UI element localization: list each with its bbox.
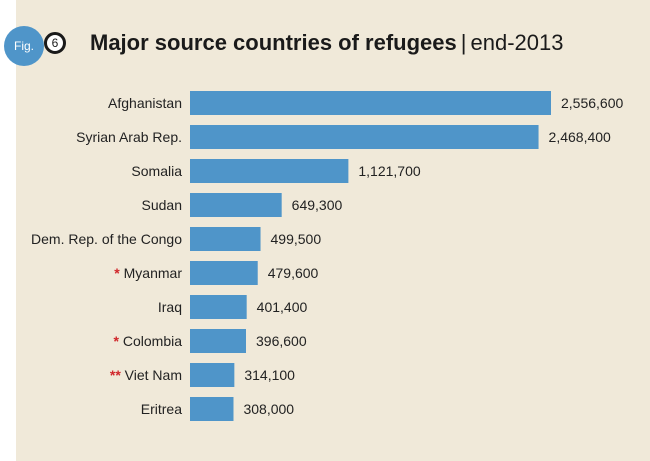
category-label: Sudan bbox=[142, 197, 182, 213]
bar bbox=[190, 227, 261, 251]
value-label: 1,121,700 bbox=[358, 163, 420, 179]
category-name: Somalia bbox=[131, 163, 182, 179]
category-label: Syrian Arab Rep. bbox=[76, 129, 182, 145]
bar bbox=[190, 295, 247, 319]
bar bbox=[190, 91, 551, 115]
category-label: Dem. Rep. of the Congo bbox=[31, 231, 182, 247]
note-marker: * bbox=[114, 333, 123, 349]
note-marker: ** bbox=[110, 367, 125, 383]
value-label: 2,468,400 bbox=[549, 129, 611, 145]
value-label: 499,500 bbox=[271, 231, 322, 247]
category-name: Afghanistan bbox=[108, 95, 182, 111]
category-label: ** Viet Nam bbox=[110, 367, 182, 383]
category-label: Iraq bbox=[158, 299, 182, 315]
value-label: 401,400 bbox=[257, 299, 308, 315]
category-name: Eritrea bbox=[141, 401, 182, 417]
category-name: Syrian Arab Rep. bbox=[76, 129, 182, 145]
bar bbox=[190, 329, 247, 353]
bar bbox=[190, 397, 234, 421]
bar bbox=[190, 363, 235, 387]
category-label: Somalia bbox=[131, 163, 182, 179]
category-name: Myanmar bbox=[124, 265, 183, 281]
bar bbox=[190, 193, 282, 217]
title-separator: | bbox=[460, 30, 467, 55]
category-label: Afghanistan bbox=[108, 95, 182, 111]
bar bbox=[190, 159, 349, 183]
value-label: 314,100 bbox=[244, 367, 295, 383]
figure-badge: Fig. bbox=[4, 26, 44, 66]
value-label: 308,000 bbox=[243, 401, 294, 417]
value-label: 479,600 bbox=[268, 265, 319, 281]
bar bbox=[190, 125, 539, 149]
value-label: 396,600 bbox=[256, 333, 307, 349]
category-name: Iraq bbox=[158, 299, 182, 315]
category-label: Eritrea bbox=[141, 401, 182, 417]
bar bbox=[190, 261, 258, 285]
chart-background bbox=[16, 0, 650, 461]
figure-number: 6 bbox=[44, 32, 66, 54]
note-marker: * bbox=[114, 265, 123, 281]
category-label: * Colombia bbox=[114, 333, 183, 349]
value-label: 649,300 bbox=[292, 197, 343, 213]
category-name: Colombia bbox=[123, 333, 182, 349]
category-name: Sudan bbox=[142, 197, 182, 213]
chart-title: Major source countries of refugees | end-2… bbox=[90, 30, 563, 56]
title-main: Major source countries of refugees bbox=[90, 30, 457, 55]
title-subtitle: end-2013 bbox=[470, 30, 564, 55]
category-label: * Myanmar bbox=[114, 265, 182, 281]
value-label: 2,556,600 bbox=[561, 95, 623, 111]
category-name: Dem. Rep. of the Congo bbox=[31, 231, 182, 247]
category-name: Viet Nam bbox=[125, 367, 182, 383]
